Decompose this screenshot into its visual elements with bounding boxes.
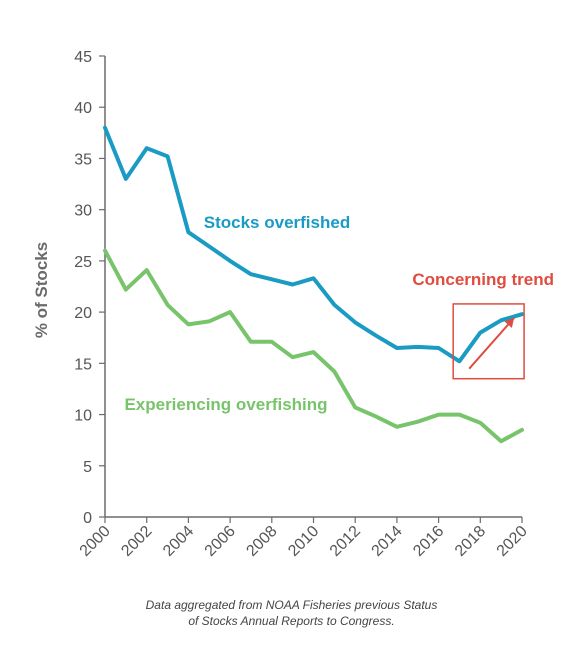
x-axis: 2000 2002 2004 2006 2008 2010 2012 2014 2016 2018… — [77, 516, 531, 560]
series-label-experiencing-overfishing: Experiencing overfishing — [124, 395, 327, 414]
caption-line-2: of Stocks Annual Reports to Congress. — [188, 614, 395, 628]
x-tick-label: 2016 — [410, 523, 447, 560]
series-label-stocks-overfished: Stocks overfished — [204, 213, 350, 232]
concerning-trend-box — [452, 303, 525, 380]
x-tick-label: 2014 — [369, 523, 406, 560]
x-tick-label: 2002 — [118, 523, 155, 560]
trend-arrow-shaft — [468, 317, 515, 370]
y-tick-label: 25 — [74, 254, 92, 271]
series-lines: Stocks overfished Experiencing overfishin… — [103, 125, 524, 444]
y-tick-label: 20 — [74, 305, 92, 322]
y-tick-label: 5 — [83, 459, 92, 476]
y-tick-label: 35 — [74, 151, 92, 168]
y-axis: 0 5 10 15 20 25 30 35 40 45 — [74, 49, 106, 527]
x-tick-label: 2000 — [77, 523, 114, 560]
x-tick-label: 2018 — [452, 523, 489, 560]
x-tick-label: 2008 — [243, 523, 280, 560]
caption-line-1: Data aggregated from NOAA Fisheries prev… — [145, 598, 438, 612]
annotations: Concerning trend — [412, 270, 554, 380]
y-tick-label: 40 — [74, 100, 92, 117]
x-tick-label: 2004 — [160, 523, 197, 560]
concerning-trend-label: Concerning trend — [412, 270, 554, 289]
x-tick-label: 2020 — [494, 523, 531, 560]
y-tick-label: 45 — [74, 49, 92, 66]
x-tick-label: 2010 — [285, 523, 322, 560]
y-tick-label: 15 — [74, 356, 92, 373]
trend-arrow-head — [504, 317, 515, 328]
series-line-stocks-overfished — [103, 125, 524, 364]
x-tick-label: 2006 — [202, 523, 239, 560]
y-tick-label: 30 — [74, 203, 92, 220]
y-axis-label: % of Stocks — [32, 242, 51, 338]
y-tick-label: 10 — [74, 408, 92, 425]
y-tick-label: 0 — [83, 510, 92, 527]
x-tick-label: 2012 — [327, 523, 364, 560]
